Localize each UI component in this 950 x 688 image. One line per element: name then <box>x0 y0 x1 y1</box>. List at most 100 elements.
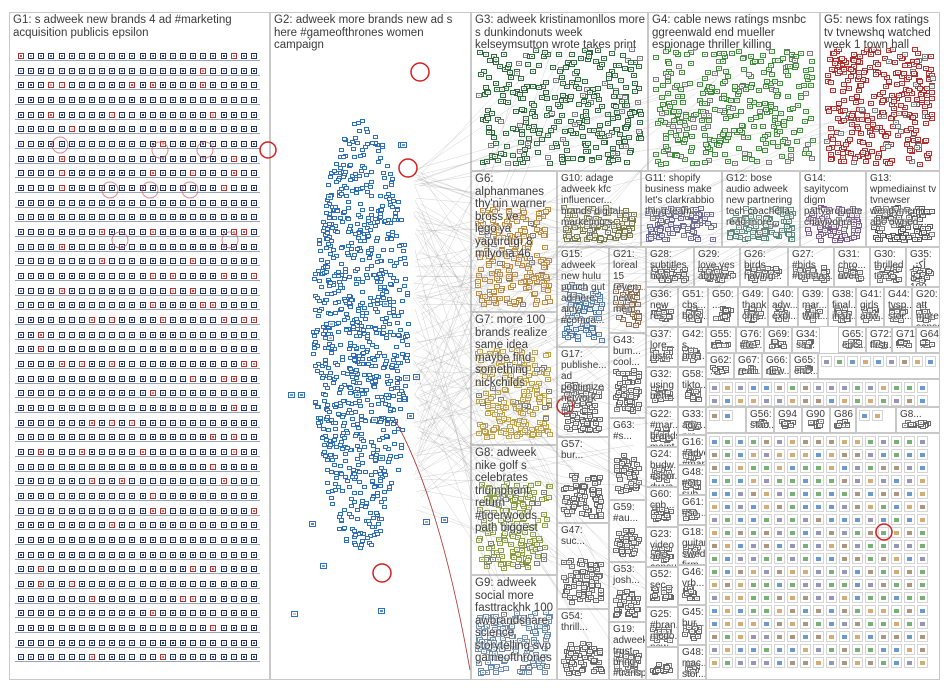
node-avatar <box>223 392 225 394</box>
g1-node <box>140 97 146 103</box>
g1-node <box>99 53 105 59</box>
g1-node <box>221 376 227 382</box>
node-avatar <box>162 304 164 306</box>
node-avatar <box>152 84 154 86</box>
g1-node <box>99 156 105 162</box>
node-avatar <box>182 128 184 130</box>
node-avatar <box>91 304 93 306</box>
g1-node <box>210 302 216 308</box>
node-avatar <box>142 70 144 72</box>
g1-node <box>221 390 227 396</box>
g1-node <box>221 258 227 264</box>
g1-node <box>190 376 196 382</box>
g1-node <box>18 156 24 162</box>
node-avatar <box>101 84 103 86</box>
node-avatar <box>233 99 235 101</box>
g1-node <box>48 170 54 176</box>
g1-node <box>190 434 196 440</box>
g1-node <box>119 112 125 118</box>
node-avatar <box>253 55 255 57</box>
node-avatar <box>172 187 174 189</box>
g1-node <box>231 258 237 264</box>
node-avatar <box>162 231 164 233</box>
g1-node <box>140 273 146 279</box>
g1-node <box>119 68 125 74</box>
g1-node <box>109 405 115 411</box>
node-avatar <box>212 231 214 233</box>
g1-node <box>18 273 24 279</box>
node-avatar <box>162 128 164 130</box>
g1-node <box>241 302 247 308</box>
g1-node <box>150 288 156 294</box>
g1-node <box>129 288 135 294</box>
g1-node <box>129 244 135 250</box>
g1-node <box>231 185 237 191</box>
node-avatar <box>243 436 245 438</box>
g1-node <box>28 332 34 338</box>
node-avatar <box>192 392 194 394</box>
g1-node <box>200 332 206 338</box>
g1-node <box>109 214 115 220</box>
node-avatar <box>50 70 52 72</box>
node-avatar <box>172 378 174 380</box>
node-avatar <box>71 216 73 218</box>
g1-node <box>18 97 24 103</box>
g1-node <box>69 405 75 411</box>
g1-node <box>48 288 54 294</box>
g1-node <box>89 361 95 367</box>
node-avatar <box>243 363 245 365</box>
g1-node <box>200 112 206 118</box>
g1-node <box>59 449 65 455</box>
g1-node <box>180 53 186 59</box>
node-avatar <box>40 143 42 145</box>
g1-node <box>69 200 75 206</box>
node-avatar <box>162 70 164 72</box>
g1-node <box>38 156 44 162</box>
node-avatar <box>81 202 83 204</box>
node-avatar <box>111 202 113 204</box>
node-avatar <box>223 84 225 86</box>
g1-node <box>170 156 176 162</box>
node-avatar <box>20 84 22 86</box>
g1-node <box>231 317 237 323</box>
node-avatar <box>253 172 255 174</box>
node-avatar <box>192 407 194 409</box>
node-avatar <box>81 70 83 72</box>
g1-node <box>180 346 186 352</box>
node-avatar <box>71 422 73 424</box>
node-avatar <box>202 172 204 174</box>
node-avatar <box>223 363 225 365</box>
node-caption <box>248 324 260 325</box>
g1-node <box>221 170 227 176</box>
g1-node <box>69 244 75 250</box>
g1-node <box>210 82 216 88</box>
node-avatar <box>71 187 73 189</box>
g1-node <box>28 53 34 59</box>
g1-node <box>180 156 186 162</box>
g1-node <box>38 273 44 279</box>
node-caption <box>248 339 260 340</box>
g1-node <box>109 346 115 352</box>
g1-node <box>200 214 206 220</box>
g1-node <box>18 200 24 206</box>
g1-node <box>89 434 95 440</box>
node-avatar <box>91 334 93 336</box>
node-avatar <box>81 275 83 277</box>
node-avatar <box>182 422 184 424</box>
g1-node <box>38 82 44 88</box>
g1-node <box>241 156 247 162</box>
g1-node <box>221 185 227 191</box>
g1-node <box>99 420 105 426</box>
node-avatar <box>91 187 93 189</box>
node-avatar <box>172 158 174 160</box>
g1-node <box>241 420 247 426</box>
g1-node <box>89 97 95 103</box>
g1-node <box>79 170 85 176</box>
g1-node <box>150 200 156 206</box>
g1-node <box>69 376 75 382</box>
g1-node <box>59 156 65 162</box>
g1-node <box>109 82 115 88</box>
g1-node <box>160 126 166 132</box>
node-avatar <box>202 84 204 86</box>
node-avatar <box>131 114 133 116</box>
